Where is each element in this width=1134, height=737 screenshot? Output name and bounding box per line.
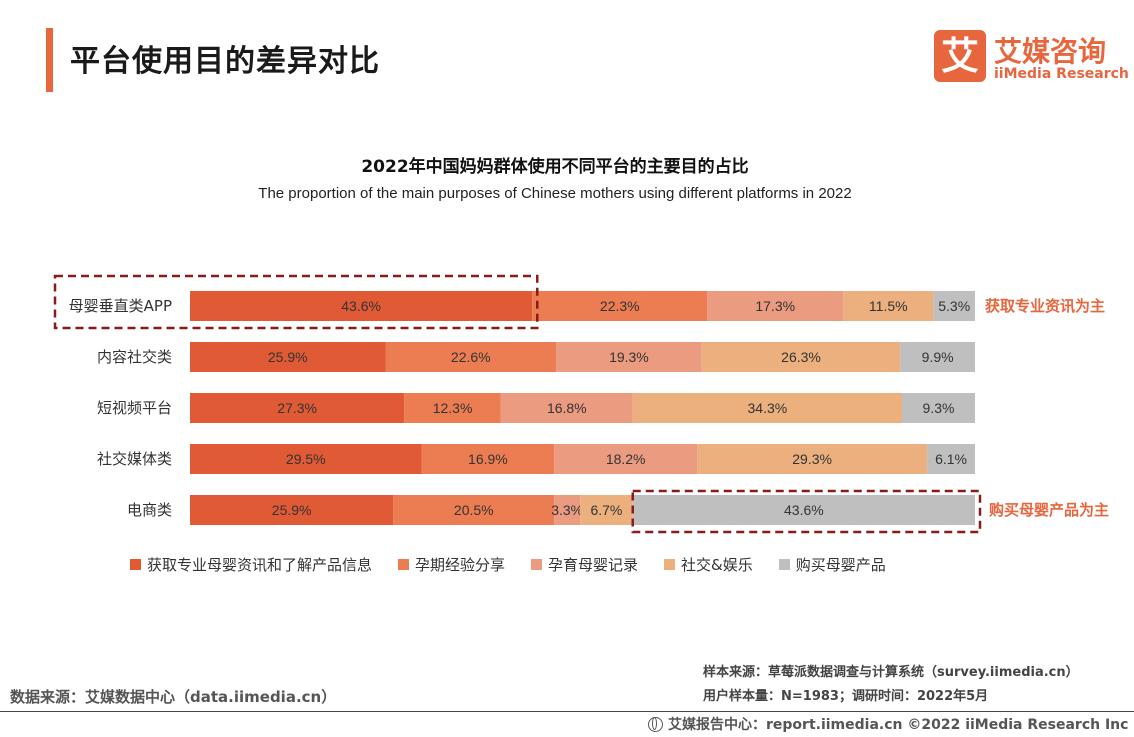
legend-item: 孕期经验分享 bbox=[398, 554, 505, 575]
bar-segment bbox=[190, 291, 533, 321]
page-title: 平台使用目的差异对比 bbox=[70, 44, 380, 79]
bar-segment bbox=[190, 495, 394, 525]
bar-value-label: 9.9% bbox=[922, 349, 954, 365]
bar-value-label: 16.8% bbox=[547, 400, 587, 416]
chart-subtitle: The proportion of the main purposes of C… bbox=[258, 185, 852, 202]
bar-segment bbox=[632, 495, 975, 525]
bar-segment bbox=[532, 291, 708, 321]
bar-segment bbox=[843, 291, 934, 321]
bar-segment bbox=[701, 342, 901, 372]
chart-title: 2022年中国妈妈群体使用不同平台的主要目的占比 bbox=[361, 157, 749, 177]
legend-label: 孕期经验分享 bbox=[415, 556, 506, 574]
legend-item: 获取专业母婴资讯和了解产品信息 bbox=[130, 554, 372, 575]
highlight-box bbox=[53, 274, 539, 330]
bar-segment bbox=[190, 342, 386, 372]
legend-label: 购买母婴产品 bbox=[795, 556, 886, 574]
bar-value-label: 25.9% bbox=[268, 349, 308, 365]
bar-value-label: 3.3% bbox=[551, 502, 583, 518]
category-label: 社交媒体类 bbox=[97, 450, 172, 468]
bar-value-label: 17.3% bbox=[755, 298, 795, 314]
legend-label: 孕育母婴记录 bbox=[548, 556, 639, 574]
legend-swatch bbox=[531, 559, 543, 570]
bar-value-label: 9.3% bbox=[923, 400, 955, 416]
bar-segment bbox=[554, 495, 581, 525]
bar-segment bbox=[632, 393, 902, 423]
bar-value-label: 6.1% bbox=[935, 451, 967, 467]
bar-segment bbox=[190, 444, 422, 474]
bar-segment bbox=[393, 495, 555, 525]
bar-value-label: 6.7% bbox=[590, 502, 622, 518]
bar-segment bbox=[927, 444, 975, 474]
bar-segment bbox=[933, 291, 975, 321]
highlight-box bbox=[631, 489, 982, 534]
bar-value-label: 11.5% bbox=[869, 298, 908, 314]
bar-value-label: 25.9% bbox=[272, 502, 312, 518]
bar-segment bbox=[190, 393, 405, 423]
bar-value-label: 22.6% bbox=[451, 349, 491, 365]
bar-segment bbox=[901, 393, 975, 423]
category-label: 母婴垂直类APP bbox=[69, 297, 172, 315]
bar-value-label: 16.9% bbox=[468, 451, 508, 467]
bar-segment bbox=[554, 444, 698, 474]
bar-value-label: 43.6% bbox=[784, 502, 824, 518]
bar-value-label: 19.3% bbox=[609, 349, 649, 365]
category-label: 短视频平台 bbox=[97, 399, 172, 417]
legend-item: 孕育母婴记录 bbox=[531, 554, 638, 575]
legend-item: 社交&娱乐 bbox=[664, 554, 753, 575]
bar-segment bbox=[697, 444, 928, 474]
bar-segment bbox=[556, 342, 702, 372]
category-label: 内容社交类 bbox=[97, 348, 172, 366]
bar-value-label: 34.3% bbox=[748, 400, 788, 416]
logo-mark-icon: 艾 bbox=[934, 30, 986, 82]
bar-value-label: 5.3% bbox=[938, 298, 970, 314]
legend-swatch bbox=[130, 559, 141, 570]
legend-swatch bbox=[664, 559, 676, 570]
title-accent-bar bbox=[46, 28, 53, 92]
copyright-text: 艾媒报告中心：report.iimedia.cn ©2022 iiMedia R… bbox=[668, 717, 1129, 733]
bar-segment bbox=[404, 393, 501, 423]
bar-value-label: 18.2% bbox=[606, 451, 646, 467]
globe-icon bbox=[648, 716, 663, 732]
logo-name-en: iiMedia Research bbox=[994, 66, 1129, 82]
legend-label: 社交&娱乐 bbox=[681, 556, 753, 574]
bar-value-label: 20.5% bbox=[454, 502, 494, 518]
bar-value-label: 29.3% bbox=[792, 451, 832, 467]
legend-label: 获取专业母婴资讯和了解产品信息 bbox=[147, 556, 373, 574]
data-source-note: 数据来源：艾媒数据中心（data.iimedia.cn） bbox=[10, 688, 337, 706]
bar-value-label: 29.5% bbox=[286, 451, 326, 467]
legend-swatch bbox=[398, 559, 410, 570]
bar-segment bbox=[385, 342, 557, 372]
bar-value-label: 26.3% bbox=[781, 349, 821, 365]
bar-value-label: 12.3% bbox=[433, 400, 473, 416]
bar-segment bbox=[500, 393, 633, 423]
bar-value-label: 43.6% bbox=[341, 298, 381, 314]
footer-copyright: 艾媒报告中心：report.iimedia.cn ©2022 iiMedia R… bbox=[648, 714, 1128, 734]
annotation-text: 获取专业资讯为主 bbox=[985, 297, 1105, 315]
footer-divider bbox=[0, 711, 1134, 712]
annotation-text: 购买母婴产品为主 bbox=[989, 501, 1109, 519]
legend-swatch bbox=[778, 559, 790, 570]
bar-value-label: 27.3% bbox=[277, 400, 317, 416]
bar-segment bbox=[421, 444, 555, 474]
brand-logo: 艾 艾媒咨询 iiMedia Research bbox=[934, 30, 1129, 90]
bar-value-label: 22.3% bbox=[600, 298, 640, 314]
sample-source-note: 样本来源：草莓派数据调查与计算系统（survey.iimedia.cn） bbox=[703, 665, 1079, 680]
bar-segment bbox=[900, 342, 975, 372]
chart-legend: 获取专业母婴资讯和了解产品信息 孕期经验分享 孕育母婴记录 社交&娱乐 购买母婴产品 bbox=[130, 554, 912, 575]
category-label: 电商类 bbox=[127, 501, 172, 519]
legend-item: 购买母婴产品 bbox=[778, 554, 886, 575]
logo-name-cn: 艾媒咨询 bbox=[994, 35, 1107, 68]
sample-size-note: 用户样本量：N=1983；调研时间：2022年5月 bbox=[703, 689, 989, 704]
bar-segment bbox=[580, 495, 633, 525]
bar-segment bbox=[707, 291, 844, 321]
